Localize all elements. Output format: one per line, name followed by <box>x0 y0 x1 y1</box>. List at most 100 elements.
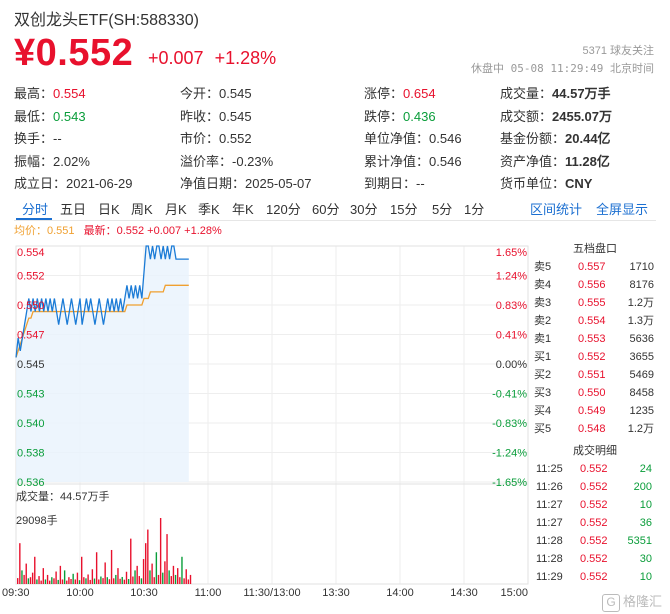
order-volume: 1235 <box>629 405 654 417</box>
stat-label: 单位净值： <box>364 131 430 146</box>
tab-3[interactable]: 周K <box>131 202 153 217</box>
volume-bar <box>106 577 108 584</box>
volume-label: 成交量：44.57万手 <box>16 489 110 503</box>
watermark: G 格隆汇 <box>601 591 662 612</box>
stat-item: 资产净值：11.28亿 <box>500 151 610 170</box>
stat-item: 溢价率：-0.23% <box>180 151 273 170</box>
volume-bar <box>181 556 183 584</box>
tab-6[interactable]: 年K <box>232 202 254 217</box>
trade-row: 11:28 0.552 30 <box>532 550 658 568</box>
volume-bar <box>132 576 134 584</box>
order-level-label: 卖4 <box>534 279 552 291</box>
stat-value: 2455.07万 <box>552 108 613 124</box>
intraday-chart[interactable]: 0.554 0.552 0.550 0.547 0.545 0.543 0.540 0.538… <box>0 232 530 608</box>
volume-bar <box>93 578 96 584</box>
tab-10[interactable]: 15分 <box>390 202 418 217</box>
order-volume: 5636 <box>629 333 654 345</box>
price-tick-label: 0.545 <box>17 359 45 371</box>
stat-item: 基金份额：20.44亿 <box>500 128 611 147</box>
stat-value: 11.28亿 <box>565 153 610 169</box>
tab-9[interactable]: 30分 <box>350 202 378 217</box>
tab-4[interactable]: 月K <box>165 202 187 217</box>
trade-row: 11:25 0.552 24 <box>532 460 658 478</box>
change-percent: +1.28% <box>214 48 277 68</box>
order-volume: 1.2万 <box>627 423 654 435</box>
stat-value: 0.546 <box>429 153 462 169</box>
order-volume: 1.3万 <box>627 315 654 327</box>
pct-tick-label: 1.24% <box>496 271 527 283</box>
volume-bar <box>95 552 98 584</box>
volume-bar <box>127 579 130 584</box>
price-tick-label: 0.540 <box>17 418 45 430</box>
order-level-label: 买2 <box>534 369 552 381</box>
trade-price: 0.552 <box>580 517 608 529</box>
order-book: 五档盘口 卖5 0.557 1710 卖4 0.556 8176 卖3 0.555 1.2万 卖2… <box>532 240 658 438</box>
fullscreen-button[interactable]: 全屏显示 <box>596 202 649 217</box>
order-book-row: 买2 0.551 5469 <box>532 366 658 384</box>
volume-bar <box>85 578 87 584</box>
volume-bar <box>59 565 62 584</box>
order-price: 0.553 <box>578 333 606 345</box>
trade-volume: 10 <box>639 571 652 583</box>
current-price: ¥0.552 <box>14 32 134 74</box>
tab-8[interactable]: 60分 <box>312 202 340 217</box>
stat-value: 0.554 <box>53 86 86 101</box>
trade-row: 11:29 0.552 10 <box>532 568 658 586</box>
volume-bar <box>164 561 166 584</box>
volume-bar <box>87 574 89 584</box>
order-level-label: 买3 <box>534 387 552 399</box>
stat-value: 0.545 <box>219 108 252 124</box>
stat-item: 累计净值：0.546 <box>364 151 462 170</box>
order-price: 0.551 <box>578 369 606 381</box>
volume-bar <box>68 577 70 584</box>
stat-value: -- <box>53 131 62 146</box>
volume-bar <box>51 577 53 584</box>
trade-price: 0.552 <box>580 571 608 583</box>
order-book-header: 五档盘口 <box>573 243 617 255</box>
order-volume: 8176 <box>629 279 654 291</box>
stat-label: 最高： <box>14 86 54 101</box>
stat-item: 最低：0.543 <box>14 106 86 125</box>
order-level-label: 卖1 <box>534 333 552 345</box>
tab-1[interactable]: 五日 <box>60 202 87 217</box>
stat-item: 换手：-- <box>14 128 62 147</box>
volume-bar <box>166 534 168 584</box>
price-tick-label: 0.552 <box>17 271 45 283</box>
volume-bar <box>36 579 38 584</box>
tab-7[interactable]: 120分 <box>266 202 301 217</box>
volume-bar <box>102 578 104 584</box>
trade-volume: 200 <box>633 481 652 493</box>
price-tick-label: 0.547 <box>17 330 45 342</box>
order-price: 0.552 <box>578 351 606 363</box>
tab-0[interactable]: 分时 <box>22 202 49 217</box>
volume-bar <box>76 572 79 584</box>
tab-11[interactable]: 5分 <box>432 202 453 217</box>
volume-bar <box>98 579 100 584</box>
order-volume: 1710 <box>629 261 654 273</box>
trade-details: 成交明细 11:25 0.552 24 11:26 0.552 200 11:27 0.552… <box>532 442 658 586</box>
order-volume: 5469 <box>629 369 654 381</box>
volume-bar <box>38 576 40 584</box>
tab-5[interactable]: 季K <box>198 202 220 217</box>
volume-bar <box>110 549 113 584</box>
stat-item: 货币单位：CNY <box>500 173 592 192</box>
order-price: 0.548 <box>578 423 606 435</box>
tab-12[interactable]: 1分 <box>464 202 485 217</box>
active-tab-underline <box>16 218 52 220</box>
trade-price: 0.552 <box>580 463 608 475</box>
volume-bar <box>125 571 128 584</box>
range-stats-button[interactable]: 区间统计 <box>530 202 583 217</box>
stat-value: 2021-06-29 <box>66 176 133 191</box>
volume-bar <box>29 577 32 584</box>
tab-2[interactable]: 日K <box>98 202 120 217</box>
trade-time: 11:28 <box>536 535 563 547</box>
stat-label: 市价： <box>180 131 220 146</box>
stat-value: -- <box>416 176 425 191</box>
stats-row: 最高：0.554 今开：0.545 涨停：0.654 成交量：44.57万手 <box>14 80 656 103</box>
volume-bar <box>34 556 36 584</box>
volume-bar <box>21 570 23 584</box>
stat-item: 单位净值：0.546 <box>364 128 462 147</box>
follower-count[interactable]: 5371 球友关注 <box>582 45 654 57</box>
stat-item: 振幅：2.02% <box>14 151 90 170</box>
stat-value: 44.57万手 <box>552 86 611 101</box>
